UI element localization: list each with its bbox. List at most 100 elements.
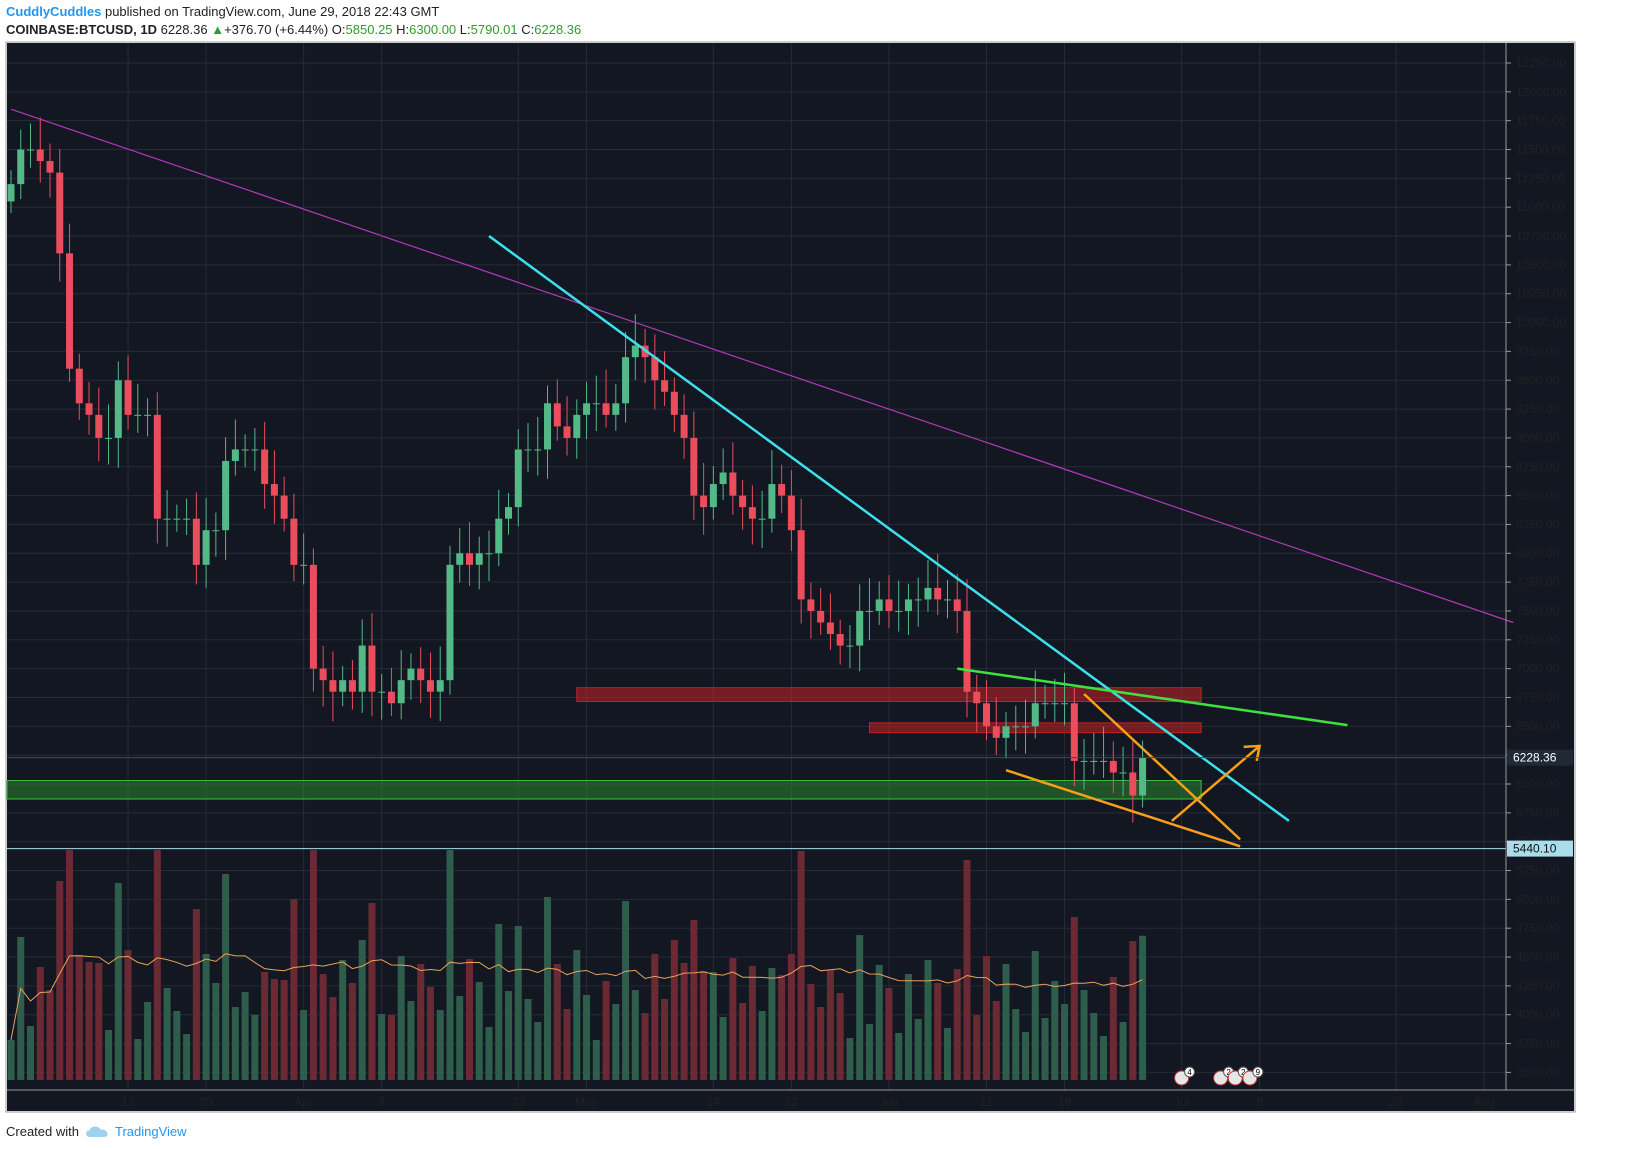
- y-tick-label: 7000.00: [1516, 662, 1560, 676]
- event-flags[interactable]: 4 2 2 9: [1174, 1066, 1264, 1086]
- volume-bars: [7, 850, 1147, 1080]
- candle-body: [378, 691, 386, 693]
- candle-body: [1080, 760, 1088, 762]
- volume-bar: [436, 1010, 444, 1080]
- candle-body: [778, 484, 786, 496]
- candle-body: [368, 645, 376, 692]
- candle-body: [846, 645, 854, 647]
- y-tick-label: 8250.00: [1516, 517, 1560, 531]
- volume-bar: [261, 972, 269, 1080]
- volume-bar: [1031, 951, 1039, 1080]
- price-chart[interactable]: 12250.00 12000.00 11750.00 11500.00 11250.00…: [0, 40, 1640, 1120]
- volume-bar: [895, 1033, 903, 1080]
- event-count-badge: [1184, 1066, 1196, 1078]
- candle-body: [212, 530, 220, 532]
- candle-body: [17, 149, 25, 185]
- x-tick-label: 23: [1390, 1095, 1404, 1109]
- volume-bar: [602, 981, 610, 1080]
- volume-bar: [222, 874, 230, 1080]
- volume-bar: [407, 1001, 415, 1080]
- candle-body: [622, 357, 630, 404]
- high-label: H:: [396, 22, 410, 37]
- candle-body: [485, 553, 493, 555]
- open-label: O:: [331, 22, 346, 37]
- created-with-text: Created with: [6, 1124, 79, 1139]
- candle-body: [534, 449, 542, 451]
- y-tick-label: 10500.00: [1516, 258, 1566, 272]
- footer: Created with TradingView: [6, 1124, 187, 1139]
- y-tick-label: 10000.00: [1516, 316, 1566, 330]
- level-price-label: 5440.10: [1513, 842, 1557, 856]
- candle-body: [680, 414, 688, 438]
- candle-body: [241, 449, 249, 451]
- x-tick-label: 19: [1058, 1095, 1072, 1109]
- volume-bar: [339, 960, 347, 1080]
- author-link[interactable]: CuddlyCuddles: [6, 4, 102, 19]
- price-axis[interactable]: 12250.00 12000.00 11750.00 11500.00 11250.00…: [1505, 43, 1574, 1090]
- volume-bar: [36, 967, 44, 1080]
- y-tick-label: 6500.00: [1516, 719, 1560, 733]
- trendline-orange-lower: [1005, 768, 1241, 848]
- change-value: +376.70 (+6.44%): [224, 22, 329, 37]
- volume-bar: [134, 1039, 142, 1080]
- y-tick-label: 5250.00: [1516, 864, 1560, 878]
- volume-bar: [709, 972, 717, 1080]
- volume-bar: [953, 969, 961, 1080]
- volume-bar: [1080, 990, 1088, 1080]
- high-value: 6300.00: [409, 22, 457, 37]
- x-tick-label: May: [575, 1095, 598, 1109]
- candle-body: [7, 184, 15, 202]
- volume-bar: [46, 990, 54, 1080]
- volume-bar: [1061, 1004, 1069, 1080]
- volume-bar: [670, 940, 678, 1080]
- candle-body: [592, 403, 600, 405]
- volume-bar: [690, 920, 698, 1080]
- candle-body: [856, 610, 864, 646]
- volume-bar: [1090, 1013, 1098, 1080]
- event-count-badge: [1252, 1066, 1264, 1078]
- candle-body: [46, 161, 54, 173]
- tradingview-link[interactable]: TradingView: [114, 1124, 187, 1139]
- candle-body: [583, 403, 591, 415]
- volume-bar: [378, 1014, 386, 1080]
- candle-body: [914, 599, 922, 601]
- candle-body: [1051, 703, 1059, 705]
- volume-bar: [1070, 917, 1078, 1080]
- volume-bar: [973, 1015, 981, 1080]
- price-scale-area[interactable]: [1506, 43, 1574, 1090]
- volume-bar: [778, 975, 786, 1080]
- x-tick-label: 23: [512, 1095, 526, 1109]
- volume-bar: [348, 983, 356, 1080]
- volume-bar: [446, 850, 454, 1080]
- volume-bar: [465, 959, 473, 1080]
- event-count-label: 4: [1187, 1068, 1192, 1077]
- volume-bar: [368, 903, 376, 1080]
- candle-body: [973, 691, 981, 704]
- candle-body: [192, 518, 200, 565]
- volume-bar: [1051, 981, 1059, 1080]
- candle-body: [934, 587, 942, 600]
- candle-body: [387, 691, 395, 704]
- time-axis[interactable]: 12 20 Apr 9 23 May 14 22 Jun 11 19 Jul 9 23 Aug: [7, 1089, 1575, 1109]
- volume-bar: [719, 1017, 727, 1080]
- volume-bar: [1100, 1036, 1108, 1080]
- y-tick-label: 12000.00: [1516, 85, 1566, 99]
- candle-body: [826, 622, 834, 635]
- candle-body: [670, 391, 678, 415]
- candle-body: [1031, 703, 1039, 727]
- candle-body: [407, 668, 415, 681]
- y-tick-label: 6000.00: [1516, 777, 1560, 791]
- candle-body: [1022, 726, 1030, 728]
- candle-body: [56, 172, 64, 254]
- volume-bar: [114, 883, 122, 1080]
- volume-bar: [651, 954, 659, 1080]
- volume-bar: [592, 1040, 600, 1080]
- volume-bar: [1129, 941, 1137, 1080]
- volume-bar: [397, 956, 405, 1080]
- candle-body: [75, 368, 83, 404]
- candle-body: [329, 680, 337, 692]
- y-tick-label: 7250.00: [1516, 633, 1560, 647]
- candle-body: [36, 149, 44, 162]
- volume-bar: [241, 992, 249, 1080]
- x-tick-label: 22: [785, 1095, 799, 1109]
